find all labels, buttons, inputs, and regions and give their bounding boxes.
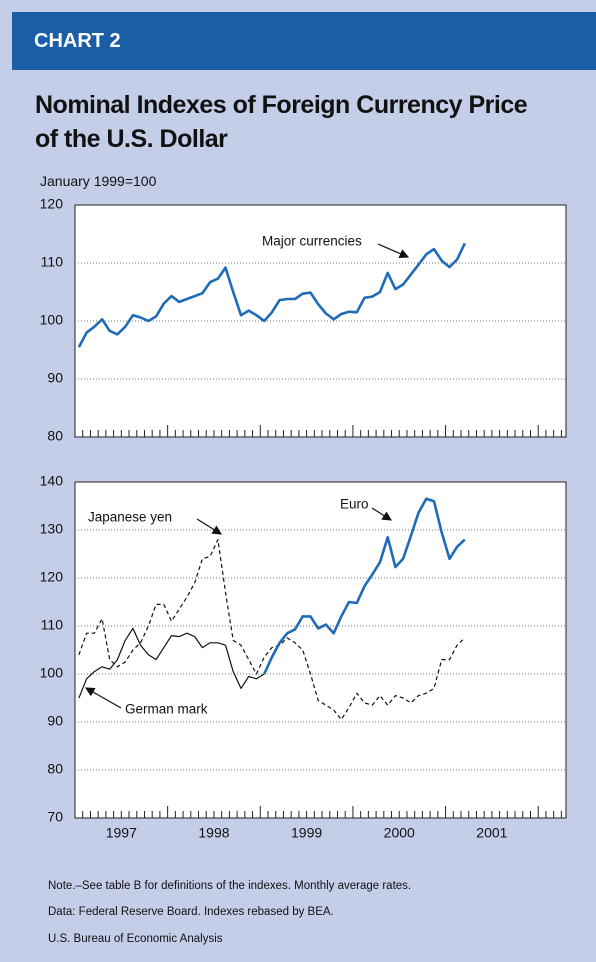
y-tick-label: 90 (47, 713, 63, 729)
series-line (77, 242, 466, 348)
y-tick-label: 80 (47, 428, 63, 444)
y-tick-label: 110 (41, 617, 64, 633)
y-tick-label: 100 (40, 312, 64, 328)
y-tick-label: 130 (40, 521, 64, 537)
x-tick-label: 2000 (384, 825, 415, 841)
annotation-arrow (84, 687, 122, 709)
series-line (78, 627, 265, 699)
annotation-arrow (377, 243, 410, 259)
x-tick-label: 1999 (291, 825, 322, 841)
plot-area (74, 481, 567, 819)
y-tick-label: 120 (40, 196, 64, 212)
x-tick-label: 1998 (198, 825, 229, 841)
source: U.S. Bureau of Economic Analysis (48, 933, 223, 945)
subtitle: January 1999=100 (40, 173, 157, 189)
y-tick-label: 100 (40, 665, 64, 681)
x-tick-label: 1997 (106, 825, 137, 841)
y-tick-label: 140 (40, 473, 64, 489)
annotation: Euro (340, 497, 369, 512)
y-tick-label: 80 (47, 761, 63, 777)
chart-label: CHART 2 (34, 30, 121, 52)
series-line (78, 539, 466, 721)
annotation-arrow (371, 507, 393, 521)
header-band: CHART 2 (12, 12, 596, 70)
y-tick-label: 120 (40, 569, 64, 585)
x-tick-label: 2001 (476, 825, 507, 841)
y-tick-label: 110 (41, 254, 64, 270)
annotation: Major currencies (262, 234, 362, 249)
annotation-arrow (196, 518, 223, 535)
chart-title: Nominal Indexes of Foreign Currency Pric… (35, 91, 528, 153)
annotation: German mark (125, 702, 208, 717)
note: Note.–See table B for definitions of the… (48, 880, 412, 892)
annotation: Japanese yen (88, 510, 172, 525)
y-tick-label: 90 (47, 370, 63, 386)
series-line (263, 497, 466, 675)
y-tick-label: 70 (47, 809, 63, 825)
note: Data: Federal Reserve Board. Indexes reb… (48, 906, 334, 918)
